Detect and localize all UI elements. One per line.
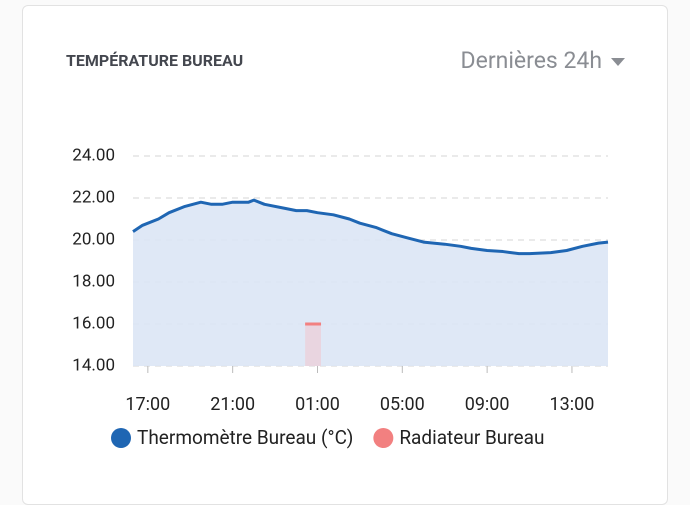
dropdown-arrow[interactable] — [611, 58, 625, 66]
legend-label: Thermomètre Bureau (°C) — [137, 426, 353, 449]
y-tick-label: 24.00 — [72, 145, 115, 165]
x-tick-label: 09:00 — [465, 394, 510, 415]
y-tick-label: 16.00 — [72, 313, 115, 333]
page: {"chart_data": {"type": "line", "title":… — [22, 5, 668, 505]
y-tick-label: 14.00 — [72, 355, 115, 375]
y-tick-label: 22.00 — [72, 187, 115, 207]
range-dropdown[interactable]: Dernières 24h — [461, 47, 602, 74]
x-tick-label: 13:00 — [550, 394, 595, 415]
y-tick-label: 18.00 — [72, 271, 115, 291]
chart: TEMPÉRATURE BUREAU Dernières 24h 14.00 16… — [66, 47, 625, 449]
x-tick-label: 21:00 — [210, 394, 255, 415]
area — [305, 324, 322, 366]
area — [133, 200, 608, 366]
line — [132, 198, 609, 256]
legend-label: Radiateur Bureau — [399, 426, 544, 449]
legend-swatch — [373, 428, 394, 448]
x-tick-label: 17:00 — [125, 394, 170, 415]
x-tick-label: 05:00 — [380, 394, 425, 415]
y-tick-label: 20.00 — [72, 229, 115, 249]
card-title: TEMPÉRATURE BUREAU — [66, 51, 243, 70]
legend-swatch — [111, 428, 131, 448]
x-tick-label: 01:00 — [295, 394, 340, 415]
